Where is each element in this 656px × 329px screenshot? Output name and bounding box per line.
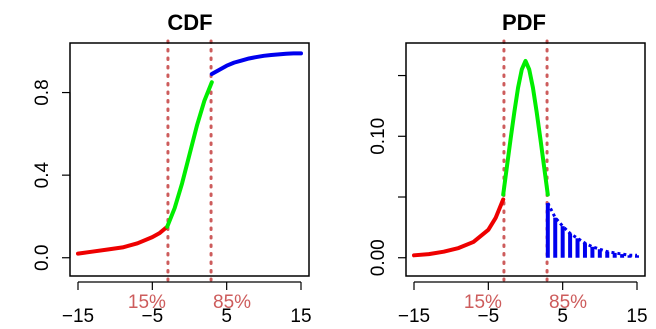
pdf-x-tick-label: 15 <box>626 306 647 327</box>
pdf-plot-frame <box>405 42 646 277</box>
cdf-line-middle <box>165 80 214 229</box>
pdf-y-tick-label: 0.10 <box>368 118 389 155</box>
pdf-x-tick-label: −15 <box>398 306 430 327</box>
cdf-line-upper_tail <box>209 51 303 76</box>
cdf-y-tick-label: 0.0 <box>32 245 53 271</box>
cdf-quantile-label-15%: 15% <box>128 292 166 313</box>
pdf-line-middle <box>501 58 550 197</box>
cdf-x-tick-label: 5 <box>221 306 232 327</box>
cdf-title: CDF <box>167 10 212 35</box>
pdf-quantile-label-85%: 85% <box>549 292 587 313</box>
pdf-x-tick-label: 5 <box>557 306 568 327</box>
pdf-quantile-label-15%: 15% <box>464 292 502 313</box>
pdf-y-tick-label: 0.00 <box>368 239 389 276</box>
cdf-line-lower_tail <box>76 224 170 256</box>
pdf-marks: 15% 85% <box>412 39 639 313</box>
cdf-panel: CDF 15% 85% −15 −5 5 15 0.0 0.4 0.8 <box>32 10 312 327</box>
cdf-x-tick-label: −5 <box>141 306 163 327</box>
pdf-x-tick-label: −5 <box>477 306 499 327</box>
cdf-axes: −15 −5 5 15 0.0 0.4 0.8 <box>32 42 312 327</box>
cdf-y-tick-label: 0.4 <box>32 162 53 189</box>
pdf-title: PDF <box>502 10 546 35</box>
cdf-x-tick-label: −15 <box>62 306 94 327</box>
pdf-axes: −15 −5 5 15 0.00 0.10 <box>368 42 648 327</box>
cdf-y-tick-label: 0.8 <box>32 79 53 105</box>
cdf-marks: 15% 85% <box>76 39 303 313</box>
cdf-x-tick-label: 15 <box>290 306 311 327</box>
pdf-line-lower_tail <box>412 197 506 258</box>
pdf-panel: PDF 15% 85% −15 −5 5 15 0.00 0.10 <box>368 10 648 327</box>
cdf-quantile-label-85%: 85% <box>213 292 251 313</box>
